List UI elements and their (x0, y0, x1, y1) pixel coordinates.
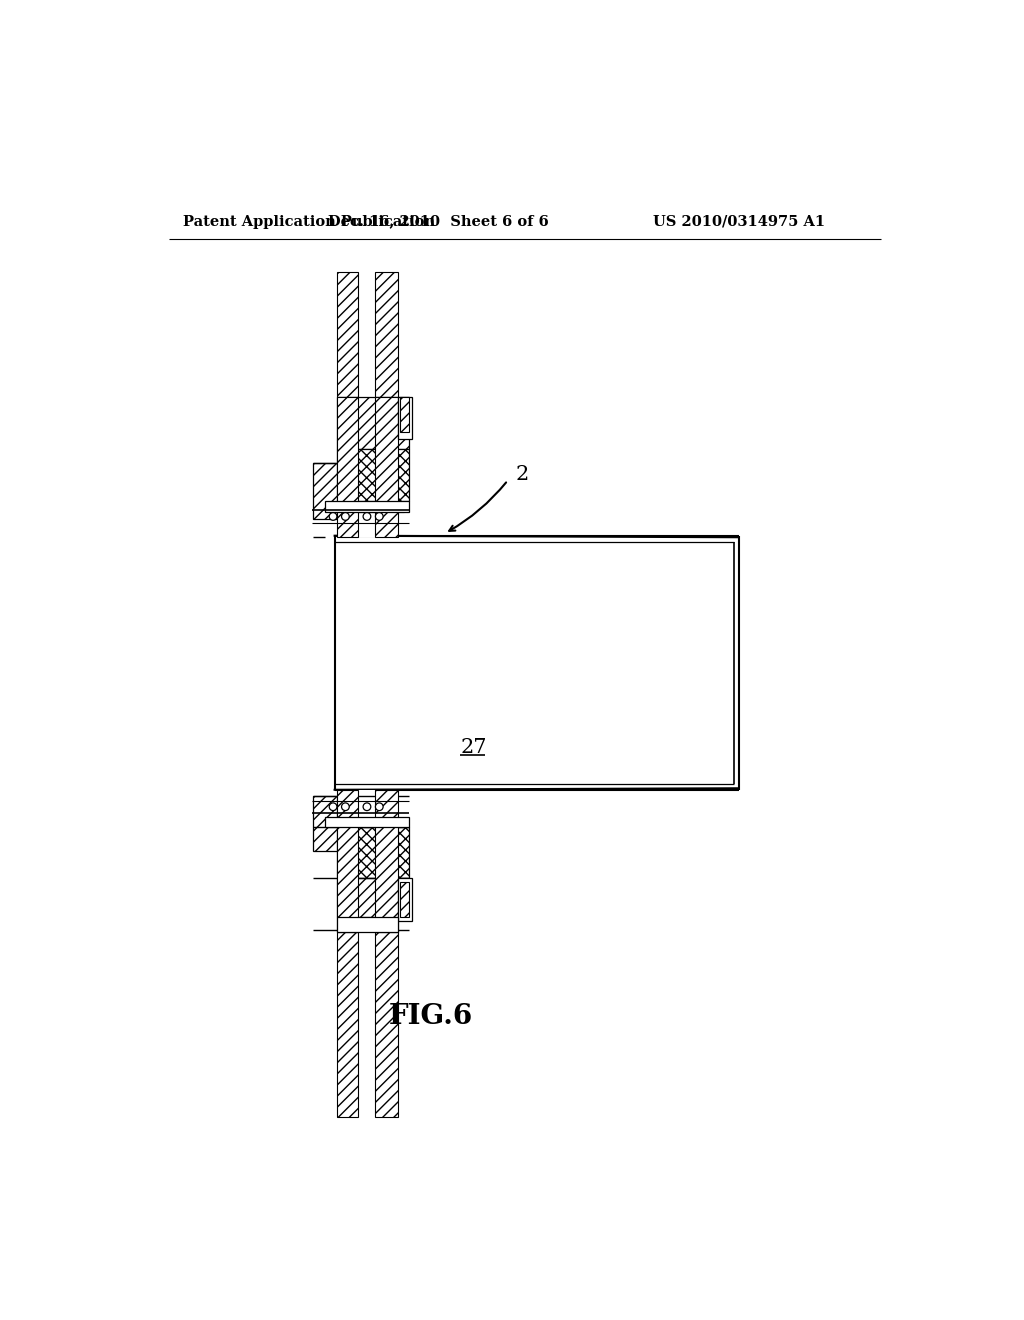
Bar (337, 789, 358, 932)
Bar (336, 543, 734, 784)
Circle shape (376, 512, 383, 520)
Circle shape (342, 803, 349, 810)
Bar (313, 462, 337, 519)
Text: US 2010/0314975 A1: US 2010/0314975 A1 (652, 215, 825, 228)
Bar (337, 826, 410, 878)
Bar (375, 789, 397, 932)
Circle shape (330, 803, 337, 810)
Circle shape (330, 512, 337, 520)
Bar (337, 917, 397, 932)
Bar (375, 272, 397, 397)
Circle shape (364, 512, 371, 520)
Bar (337, 272, 358, 397)
Circle shape (342, 512, 349, 520)
Bar (325, 817, 410, 826)
Bar (313, 796, 337, 851)
Circle shape (364, 803, 371, 810)
Text: FIG.6: FIG.6 (389, 1003, 473, 1031)
Bar (358, 397, 375, 537)
Bar (375, 932, 397, 1117)
Bar (397, 878, 412, 921)
Bar (358, 789, 375, 932)
Text: Dec. 16, 2010  Sheet 6 of 6: Dec. 16, 2010 Sheet 6 of 6 (328, 215, 549, 228)
Bar (337, 397, 358, 537)
Text: 2: 2 (515, 465, 528, 483)
Bar (397, 397, 412, 440)
Bar (400, 397, 410, 432)
Circle shape (376, 803, 383, 810)
Bar (400, 882, 410, 917)
Text: Patent Application Publication: Patent Application Publication (183, 215, 435, 228)
Text: 27: 27 (460, 738, 486, 756)
Bar (375, 397, 397, 537)
Bar (337, 932, 358, 1117)
Bar (337, 449, 410, 502)
Bar (325, 502, 410, 512)
Bar (337, 878, 410, 917)
Bar (337, 397, 410, 449)
